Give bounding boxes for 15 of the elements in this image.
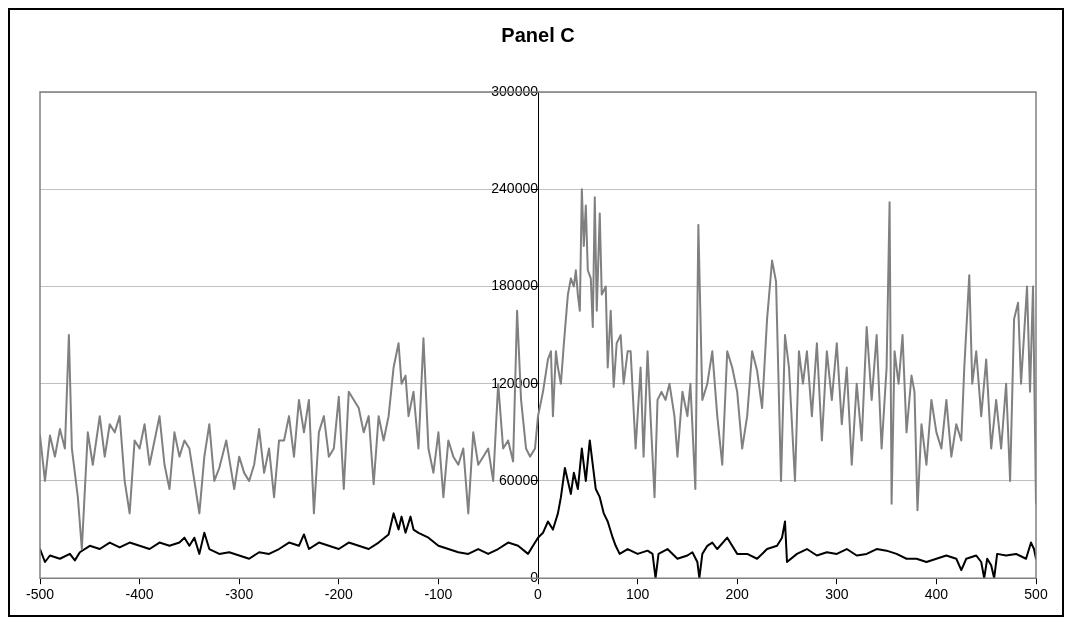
x-tick-label: -200 bbox=[324, 586, 354, 603]
y-tick-label: 240000 bbox=[491, 180, 539, 197]
x-tick-label: 400 bbox=[924, 586, 949, 603]
x-tick-label: -300 bbox=[225, 586, 254, 603]
x-tick-label: 300 bbox=[825, 586, 849, 603]
x-tick-label: -500 bbox=[25, 586, 55, 603]
x-tick-label: 100 bbox=[625, 586, 650, 603]
x-tick-label: 200 bbox=[725, 586, 750, 603]
x-tick-label: -400 bbox=[125, 586, 154, 603]
x-tick-label: 500 bbox=[1024, 586, 1048, 603]
y-tick-label: 60000 bbox=[499, 471, 539, 488]
chart-title: Panel C bbox=[501, 23, 575, 46]
y-tick-label: 300000 bbox=[491, 82, 539, 99]
x-tick-label: -100 bbox=[424, 586, 453, 603]
y-tick-label: 180000 bbox=[491, 277, 539, 294]
